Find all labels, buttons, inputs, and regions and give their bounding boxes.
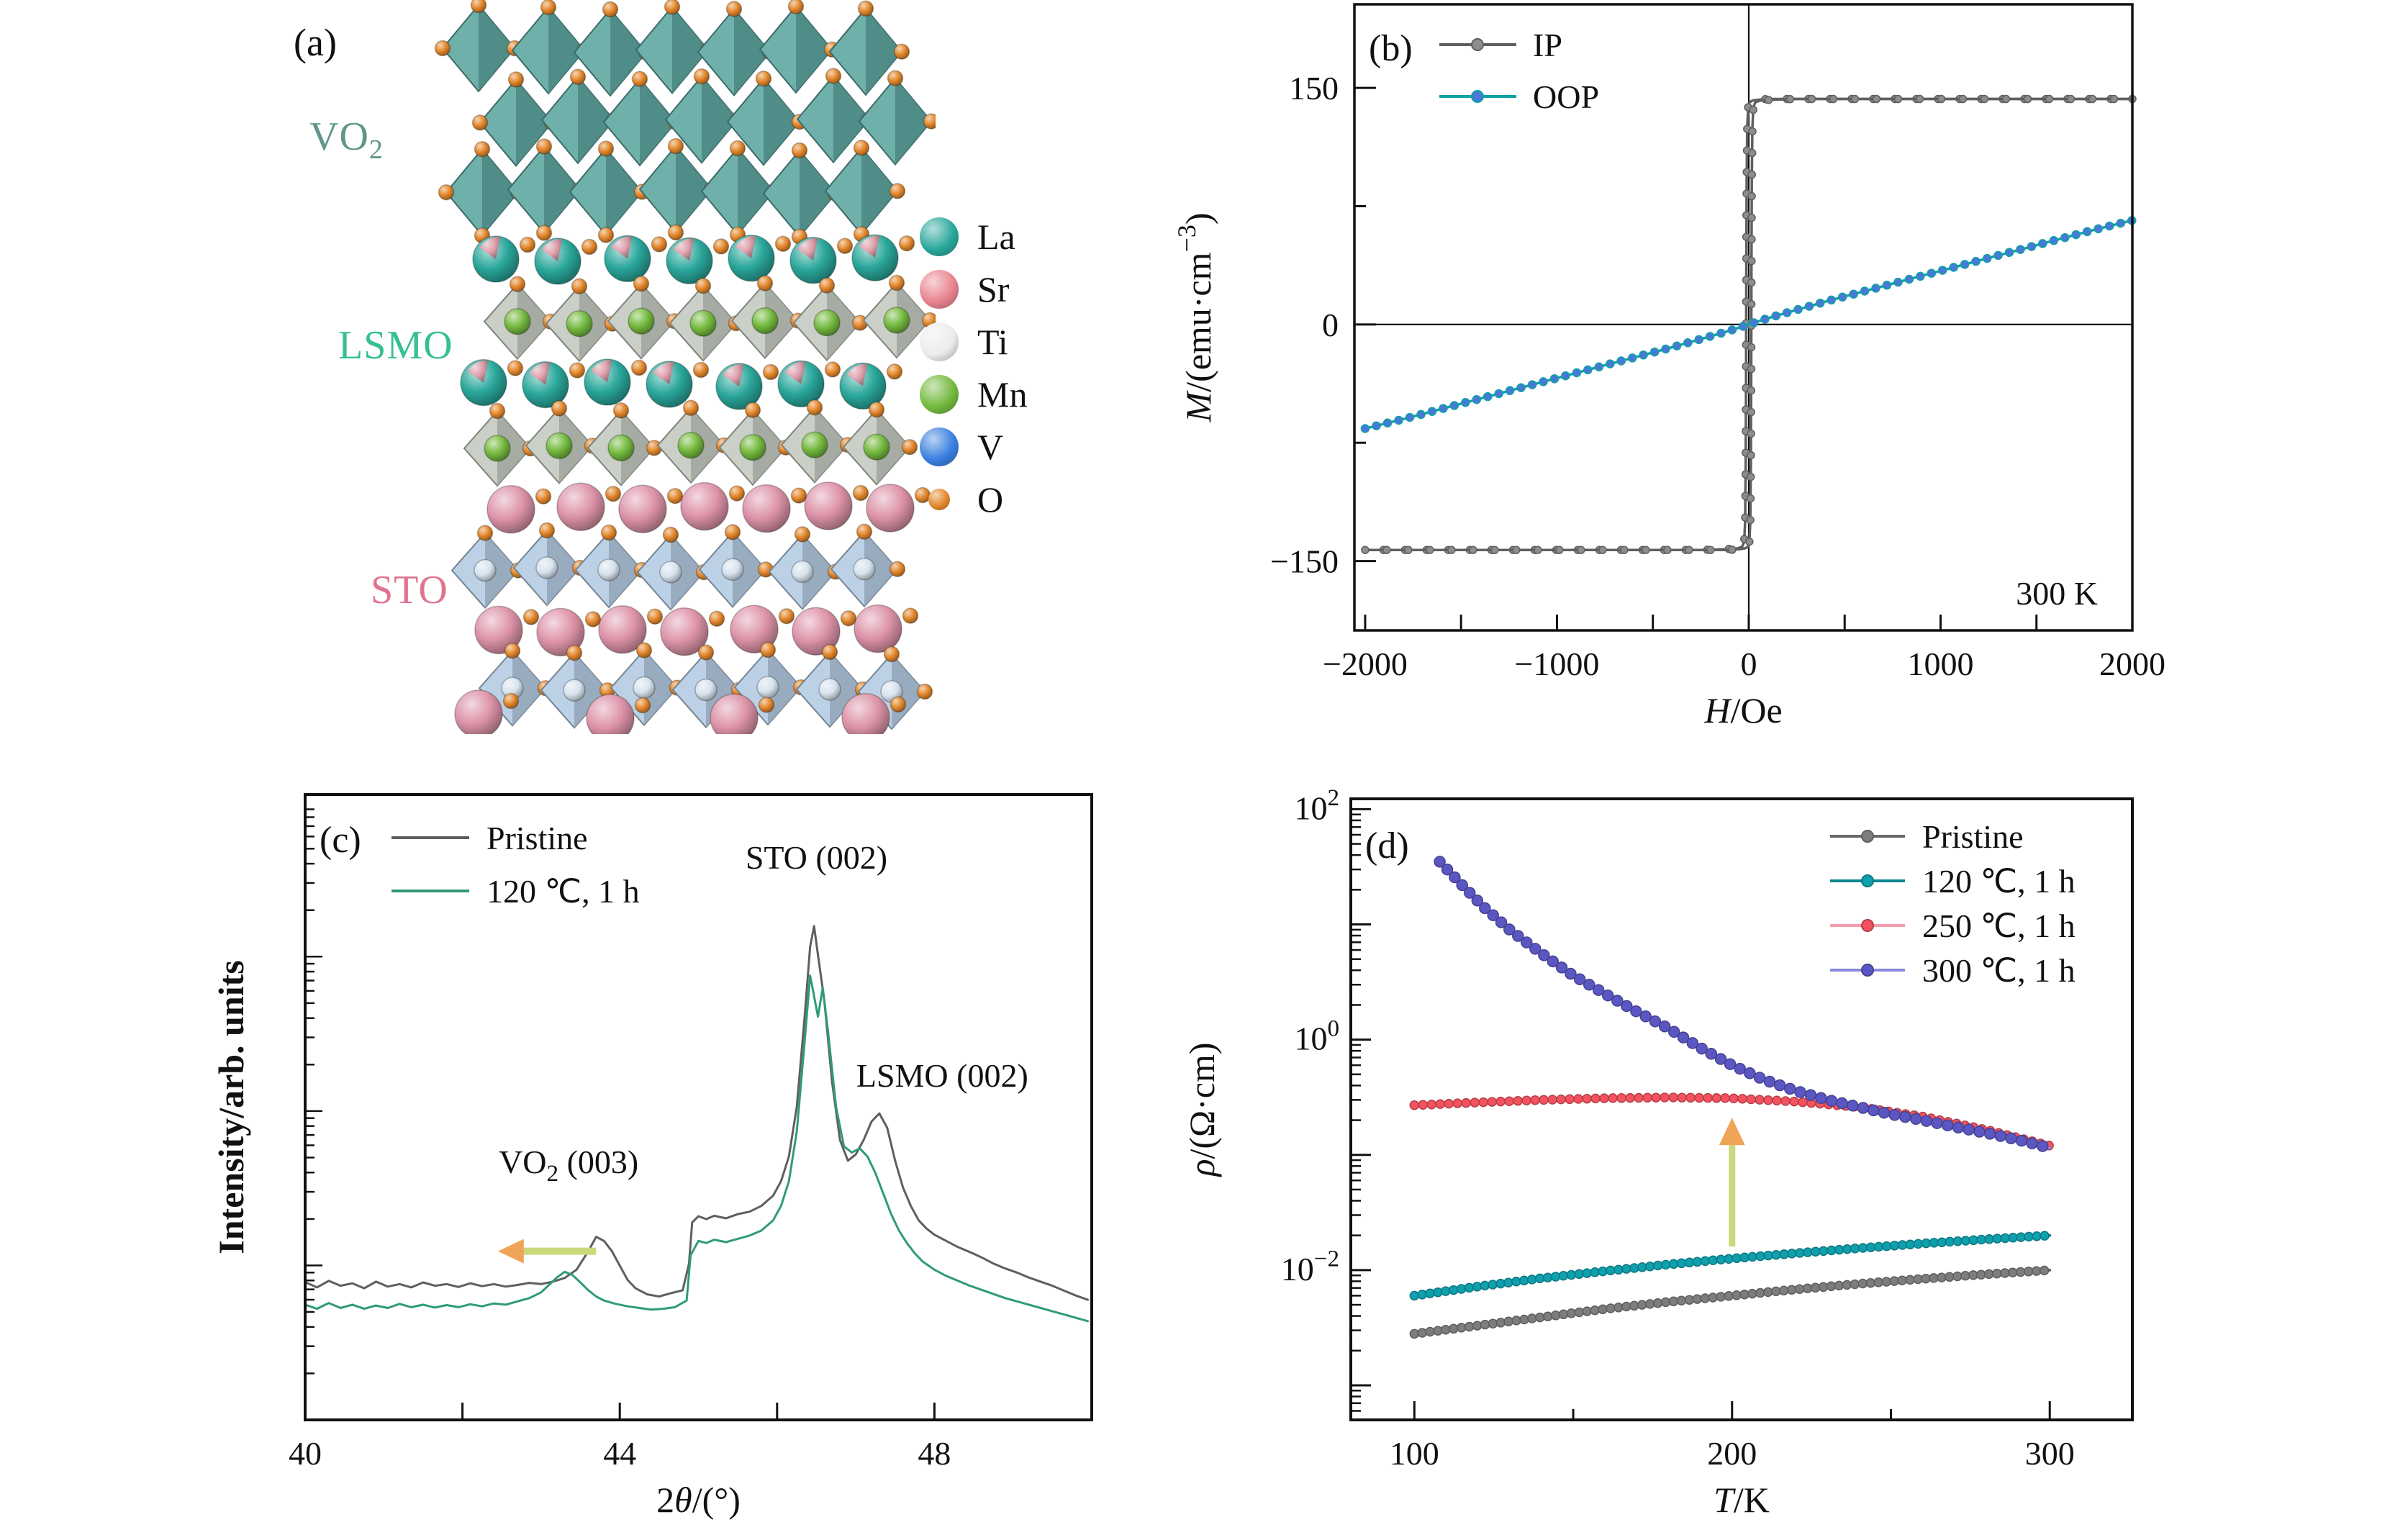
shift-arrow-left xyxy=(497,1239,597,1264)
y-tick-label: −150 xyxy=(1270,543,1339,580)
legend-label: Pristine xyxy=(1922,818,2024,855)
series-Pristine xyxy=(1409,1265,2052,1339)
atom-legend-item-V: V xyxy=(920,420,1027,473)
atom-legend: La Sr Ti Mn V O xyxy=(920,210,1027,525)
y-tick-label: 100 xyxy=(1294,1015,1339,1056)
series-IP xyxy=(1361,94,2137,554)
panel-c-legend: Pristine 120 ℃, 1 h xyxy=(391,820,640,910)
atom-legend-item-Ti: Ti xyxy=(920,315,1027,368)
x-tick-label: 44 xyxy=(603,1435,636,1472)
legend-label: Pristine xyxy=(486,820,588,856)
x-tick-label: 100 xyxy=(1390,1435,1439,1472)
x-tick-label: 0 xyxy=(1740,646,1757,682)
atom-legend-item-O: O xyxy=(920,473,1027,525)
legend-label: 120 ℃, 1 h xyxy=(486,873,640,910)
layer-label-vo2: VO2 xyxy=(309,114,384,166)
x-axis-label: 2θ/(°) xyxy=(656,1480,741,1520)
x-tick-label: 40 xyxy=(289,1435,322,1472)
sr-atom-swatch xyxy=(920,269,959,309)
atom-legend-label: V xyxy=(977,426,1004,467)
o-atom-swatch xyxy=(928,488,950,510)
layer-label-lsmo: LSMO xyxy=(338,322,453,368)
layer-label-vo2-sub: 2 xyxy=(368,135,384,166)
panel-a: (a) VO2 LSMO STO La Sr Ti Mn V O xyxy=(0,0,1123,763)
atom-legend-item-Mn: Mn xyxy=(920,368,1027,420)
series-OOP xyxy=(1360,216,2137,433)
y-tick-label: 102 xyxy=(1294,784,1339,826)
x-tick-label: −2000 xyxy=(1323,646,1408,682)
panel-c-letter: (c) xyxy=(320,820,361,861)
y-axis-label: ρ/(Ω·cm) xyxy=(1182,1042,1222,1177)
atom-legend-label: La xyxy=(977,216,1015,257)
legend-label: IP xyxy=(1533,27,1562,63)
panel-d-letter: (d) xyxy=(1365,825,1409,866)
axis-ticks: −2000 −1000 0 1000 2000 −150 0 150 xyxy=(1270,70,2165,682)
legend-label: 300 ℃, 1 h xyxy=(1922,952,2076,989)
panel-d-legend: Pristine 120 ℃, 1 h 250 ℃, 1 h 300 ℃, 1 h xyxy=(1830,818,2076,989)
y-tick-label: 0 xyxy=(1322,307,1339,343)
peak-annotation-1: LSMO (002) xyxy=(856,1057,1028,1094)
shift-arrow-up xyxy=(1719,1118,1745,1247)
la-atom-swatch xyxy=(920,217,959,256)
layer-label-sto-main: STO xyxy=(371,568,448,612)
structure xyxy=(434,0,936,734)
legend-label: 250 ℃, 1 h xyxy=(1922,907,2076,944)
atom-legend-label: Sr xyxy=(977,268,1010,309)
x-tick-label: −1000 xyxy=(1514,646,1599,682)
panel-a-letter: (a) xyxy=(294,20,337,65)
x-axis-label: H/Oe xyxy=(1703,690,1782,730)
y-axis-label: M/(emu·cm−3) xyxy=(1172,213,1218,423)
panel-d-group: 100 200 300 102 100 10−2 T/K ρ/(Ω·cm) (d) Pristin… xyxy=(1182,784,2134,1520)
atom-legend-label: O xyxy=(977,479,1004,520)
peak-annotation-2: VO2 (003) xyxy=(499,1144,638,1187)
atom-legend-item-Sr: Sr xyxy=(920,263,1027,315)
panel-c-chart: 40 44 48 2θ/(°) Intensity/arb. units (c) Prist… xyxy=(211,793,1093,1520)
x-tick-label: 200 xyxy=(1707,1435,1757,1472)
legend-label: 120 ℃, 1 h xyxy=(1922,863,2076,900)
series-120 ℃, 1 h xyxy=(304,974,1089,1323)
panel-b-letter: (b) xyxy=(1369,28,1413,69)
plot-frame xyxy=(304,793,1093,1421)
x-tick-label: 1000 xyxy=(1907,646,1973,682)
peak-annotation-0: STO (002) xyxy=(746,839,887,876)
v-atom-swatch xyxy=(920,427,959,466)
x-tick-label: 300 xyxy=(2025,1435,2075,1472)
axis-ticks: 100 200 300 102 100 10−2 xyxy=(1281,784,2075,1472)
y-tick-label: 10−2 xyxy=(1281,1246,1339,1287)
plot-frame xyxy=(1353,3,2134,632)
temperature-annotation: 300 K xyxy=(2016,575,2098,612)
axis-ticks: 40 44 48 xyxy=(289,808,951,1472)
panel-c-group: 40 44 48 2θ/(°) Intensity/arb. units (c) Prist… xyxy=(211,793,1093,1520)
layer-label-lsmo-main: LSMO xyxy=(338,323,453,368)
layer-label-sto: STO xyxy=(371,567,448,613)
series-300 ℃, 1 h xyxy=(1434,856,2052,1152)
panel-b-chart: −2000 −1000 0 1000 2000 −150 0 150 H/Oe M/(emu·cm… xyxy=(1172,3,2165,730)
atom-legend-item-La: La xyxy=(920,210,1027,263)
x-axis-label: T/K xyxy=(1714,1480,1770,1520)
layer-label-vo2-main: VO xyxy=(309,114,369,159)
atom-legend-label: Ti xyxy=(977,321,1008,362)
legend-label: OOP xyxy=(1533,78,1599,115)
atom-legend-label: Mn xyxy=(977,374,1028,415)
panel-a-letter-text: (a) xyxy=(294,21,337,64)
series-Pristine xyxy=(304,925,1089,1301)
y-axis-label: Intensity/arb. units xyxy=(211,960,251,1254)
panel-b-group: −2000 −1000 0 1000 2000 −150 0 150 H/Oe M/(emu·cm… xyxy=(1172,3,2165,730)
panel-b-legend: IP OOP xyxy=(1439,27,1599,115)
ti-atom-swatch xyxy=(920,322,959,361)
crystal-structure-graphic xyxy=(434,0,936,734)
x-tick-label: 48 xyxy=(918,1435,951,1472)
y-tick-label: 150 xyxy=(1289,70,1339,107)
panel-d-chart: 100 200 300 102 100 10−2 T/K ρ/(Ω·cm) (d) Pristin… xyxy=(1182,784,2134,1520)
plot-frame xyxy=(1349,797,2134,1421)
x-tick-label: 2000 xyxy=(2099,646,2165,682)
mn-atom-swatch xyxy=(920,374,959,414)
series-120 ℃, 1 h xyxy=(1409,1231,2052,1301)
